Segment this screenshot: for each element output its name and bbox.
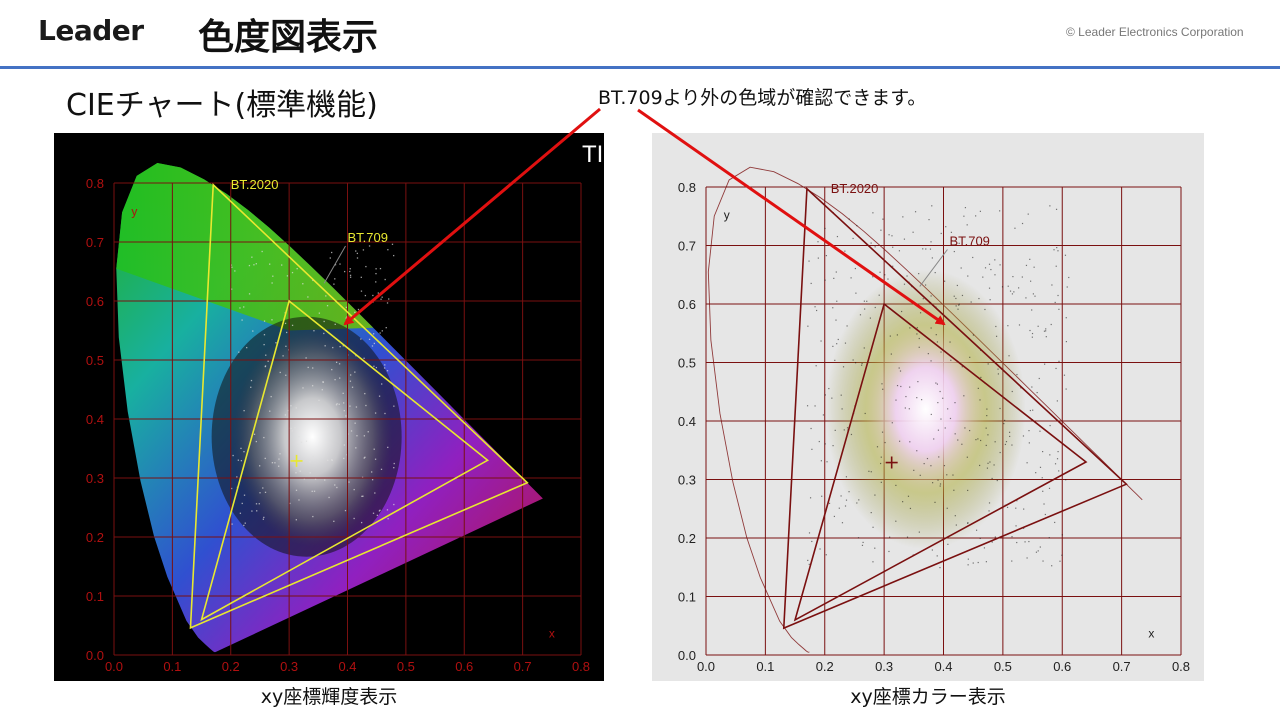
white-point-marker (885, 456, 898, 469)
left-chart-caption: xy座標輝度表示 (260, 686, 398, 708)
overlay-text: TII (582, 141, 604, 168)
gamut-label: BT.2020 (231, 177, 279, 192)
copyright-text: © Leader Electronics Corporation (1066, 25, 1244, 39)
color-cloud (825, 269, 1026, 550)
y-tick-label: 0.1 (678, 590, 696, 605)
x-tick-label: 0.3 (875, 659, 893, 674)
white-point-marker (290, 454, 303, 467)
gamut-label: BT.709 (949, 234, 989, 249)
y-tick-label: 0.5 (86, 353, 104, 368)
x-tick-label: 0.0 (105, 659, 123, 674)
x-tick-label: 0.4 (934, 659, 952, 674)
y-tick-label: 0.1 (86, 589, 104, 604)
x-tick-label: 0.5 (994, 659, 1012, 674)
locus-green-region (116, 163, 374, 331)
y-tick-label: 0.8 (678, 180, 696, 195)
right-cie-chart: 0.0 0.1 0.2 0.3 0.4 0.5 0.6 0.7 0.8 0.0 0.1 0.2 0.3 0… (652, 133, 1204, 681)
left-cie-chart: 0.0 0.1 0.2 0.3 0.4 0.5 0.6 0.7 0.8 0.0 0.1 0.2 0.3 0… (54, 133, 604, 681)
x-tick-label: 0.8 (1172, 659, 1190, 674)
gamut-triangle-bt709 (793, 302, 1088, 622)
callout-text: BT.709より外の色域が確認できます。 (598, 87, 927, 109)
y-tick-label: 0.0 (678, 648, 696, 663)
x-tick-label: 0.6 (1053, 659, 1071, 674)
x-tick-label: 0.4 (338, 659, 356, 674)
x-tick-label: 0.5 (397, 659, 415, 674)
x-tick-label: 0.6 (455, 659, 473, 674)
x-tick-label: 0.3 (280, 659, 298, 674)
page-title: 色度図表示 (198, 17, 379, 58)
gamut-triangle-bt2020 (782, 187, 1128, 630)
leader-logo: Leader (38, 14, 144, 47)
x-axis-label: x (549, 626, 555, 640)
y-tick-label: 0.6 (678, 297, 696, 312)
x-tick-label: 0.2 (816, 659, 834, 674)
x-tick-label: 0.1 (163, 659, 181, 674)
header-divider (0, 66, 1280, 69)
y-tick-label: 0.3 (678, 473, 696, 488)
image-luma-cloud (232, 326, 393, 547)
x-tick-label: 0.8 (572, 659, 590, 674)
section-title: CIEチャート(標準機能) (66, 88, 378, 123)
gamut-label: BT.709 (348, 230, 388, 245)
x-tick-label: 0.0 (697, 659, 715, 674)
x-tick-label: 0.7 (1113, 659, 1131, 674)
gamut-label: BT.2020 (831, 181, 879, 196)
x-tick-label: 0.7 (514, 659, 532, 674)
left-axis-ticks: 0.0 0.1 0.2 0.3 0.4 0.5 0.6 0.7 0.8 0.0 0.1 0.2 0.3 0… (86, 176, 590, 674)
right-chart-caption: xy座標カラー表示 (850, 686, 1006, 708)
y-axis-label: y (724, 208, 730, 222)
x-axis-label: x (1148, 626, 1154, 640)
y-tick-label: 0.2 (86, 530, 104, 545)
x-tick-label: 0.2 (222, 659, 240, 674)
y-tick-label: 0.3 (86, 471, 104, 486)
y-tick-label: 0.5 (678, 356, 696, 371)
spectral-locus-fill (116, 163, 543, 653)
y-tick-label: 0.4 (86, 412, 104, 427)
y-tick-label: 0.8 (86, 176, 104, 191)
gamut-label-leader (323, 245, 346, 284)
gamut-triangle-bt2020 (189, 182, 529, 630)
gamut-triangle-bt709 (200, 299, 490, 622)
y-tick-label: 0.0 (86, 648, 104, 663)
y-tick-label: 0.2 (678, 531, 696, 546)
y-tick-label: 0.7 (678, 239, 696, 254)
x-tick-label: 0.1 (756, 659, 774, 674)
y-tick-label: 0.6 (86, 294, 104, 309)
y-axis-label: y (131, 204, 137, 218)
y-tick-label: 0.7 (86, 235, 104, 250)
y-tick-label: 0.4 (678, 414, 696, 429)
